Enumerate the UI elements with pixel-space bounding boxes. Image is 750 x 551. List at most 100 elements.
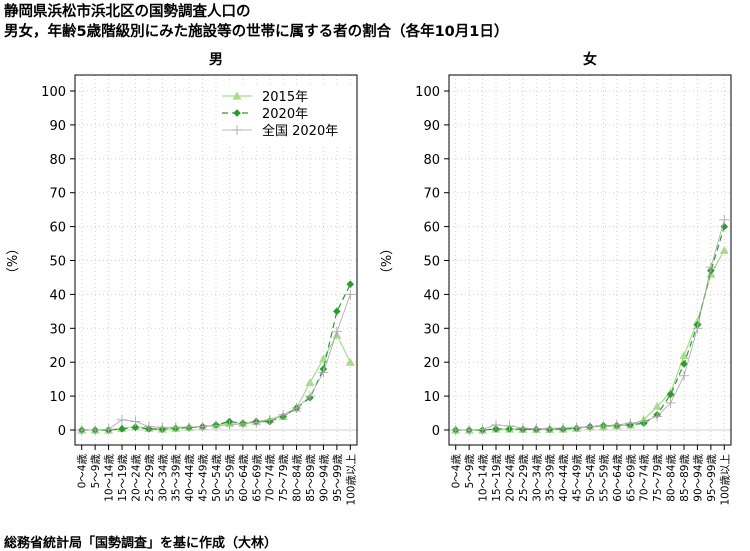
legend-label: 2020年 [262,107,308,122]
data-point [345,357,355,366]
y-tick-label: 100 [41,85,66,100]
y-tick-label: 90 [423,119,440,134]
data-point [531,423,542,434]
x-tick-label: 5～9歳 [90,454,102,489]
y-tick-label: 100 [415,85,440,100]
data-point [130,416,141,427]
data-point [318,354,328,363]
data-point [665,397,676,408]
x-tick-label: 15～19歳 [491,454,503,502]
series-3 [450,214,730,435]
x-tick-label: 30～34歳 [157,454,169,502]
data-point [170,422,181,433]
y-tick-label: 0 [58,424,66,439]
x-tick-label: 40～44歳 [558,454,570,502]
data-point [232,125,242,135]
data-point [318,367,329,378]
series-line [81,283,351,431]
data-point [692,317,702,326]
y-tick-label: 70 [49,187,66,202]
x-tick-label: 45～49歳 [572,454,584,502]
x-tick-label: 20～24歳 [504,454,516,502]
y-tick-label: 40 [49,288,66,303]
data-point [103,424,114,435]
y-tick-label: 10 [49,390,66,405]
y-tick-label: 60 [423,221,440,236]
x-tick-label: 35～39歳 [545,454,557,502]
data-point [345,289,356,300]
legend-label: 全国 2020年 [262,123,338,139]
data-point [333,307,341,316]
x-tick-label: 10～14歳 [104,454,116,502]
x-tick-label: 60～64歳 [238,454,250,502]
x-tick-label: 25～29歳 [144,454,156,502]
data-point [720,222,729,231]
data-point [517,422,528,433]
y-tick-label: 50 [423,255,440,270]
x-tick-label: 85～89歳 [305,454,317,502]
x-tick-label: 35～39歳 [171,454,183,502]
data-point [625,418,636,429]
data-point [571,422,582,433]
data-point [143,421,154,432]
x-tick-label: 65～69歳 [251,454,263,502]
source-note: 総務省統計局「国勢調査」を基に作成（大林） [4,536,278,551]
data-point [278,409,289,420]
x-tick-label: 100歳以上 [345,454,357,506]
data-point [131,423,140,432]
x-tick-label: 5～9歳 [464,454,476,489]
y-tick-label: 20 [423,356,440,371]
data-point [291,402,302,413]
data-point [117,414,127,425]
data-point [157,422,168,433]
x-tick-label: 70～74歳 [265,454,277,502]
data-point [679,350,689,360]
y-axis-label: （%） [380,242,395,280]
series-3 [76,289,356,435]
data-point [76,425,87,435]
chart-title: 静岡県浜松市浜北区の国勢調査人口の 男女，年齢5歳階級別にみた施設等の世帯に属す… [4,2,508,42]
data-point [477,424,488,435]
data-point [305,378,315,387]
y-tick-label: 90 [49,119,66,134]
y-tick-label: 0 [432,424,440,439]
x-tick-label: 90～94歳 [318,454,330,502]
data-point [679,370,689,381]
chart-panel-2: 女 0 10 20 30 40 50 60 70 80 90 100 （%） 0～4歳 5～9歳 10～14歳… [380,51,732,506]
data-point [719,214,730,225]
y-tick-label: 10 [423,390,440,405]
data-point [305,391,315,402]
legend-background [218,84,356,144]
data-point [331,326,342,337]
data-point [692,323,703,334]
data-point [233,109,241,117]
data-point [251,417,262,428]
x-tick-label: 60～64歳 [612,454,624,502]
data-point [464,425,475,435]
series-1 [77,330,355,434]
x-tick-label: 25～29歳 [518,454,530,502]
data-point [232,91,242,100]
y-tick-label: 80 [423,153,440,168]
data-point [652,411,663,422]
x-tick-label: 55～59歳 [598,454,610,502]
x-tick-label: 40～44歳 [184,454,196,502]
x-tick-label: 65～69歳 [625,454,637,502]
x-tick-label: 20～24歳 [130,454,142,502]
y-tick-label: 20 [49,356,66,371]
data-point [211,420,221,431]
x-tick-label: 95～99歳 [706,454,718,502]
data-point [346,280,355,289]
y-tick-label: 80 [49,153,66,168]
x-tick-label: 80～84歳 [292,454,304,502]
x-tick-label: 55～59歳 [224,454,236,502]
y-tick-label: 40 [423,288,440,303]
data-point [705,262,716,273]
data-point [719,245,729,254]
x-tick-label: 30～34歳 [531,454,543,502]
x-tick-label: 100歳以上 [719,454,731,506]
data-point [184,421,195,432]
data-point [680,360,688,368]
